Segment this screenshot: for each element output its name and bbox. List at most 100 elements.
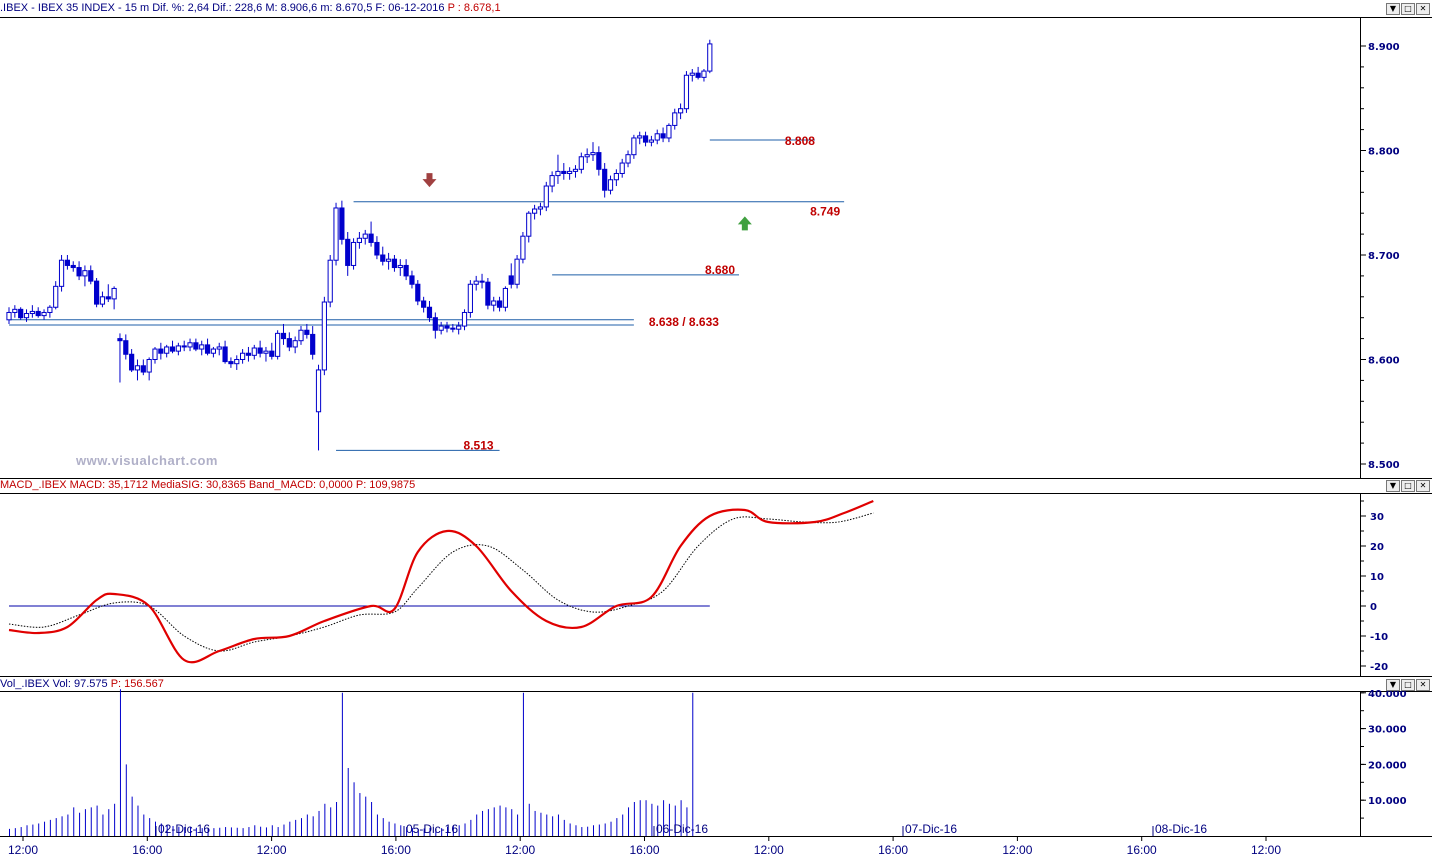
candle-body-down [222, 346, 228, 363]
price-panel: 8.500 8.600 8.700 8.800 8.900 8.749 8.808 8.680… [6, 39, 1400, 471]
candle [76, 261, 82, 281]
candle [672, 108, 678, 130]
candle [222, 340, 228, 364]
minimize-icon[interactable]: ▼ [1386, 3, 1400, 15]
price-axis-tick-label: 8.600 [1368, 356, 1400, 367]
candle [88, 265, 94, 285]
candle [181, 340, 187, 352]
candle-body-up [514, 258, 520, 285]
candle [280, 323, 287, 345]
candle [625, 150, 631, 168]
candle [41, 309, 47, 320]
candle-body-up [678, 108, 684, 114]
candle [637, 131, 643, 145]
watermark: www.visualchart.com [76, 453, 218, 468]
candle [660, 127, 666, 143]
candle-body-down [485, 281, 491, 306]
candle [701, 68, 707, 82]
candle-body-up [350, 241, 357, 266]
candle [666, 123, 672, 143]
candle-body-down [391, 258, 398, 269]
candle [228, 357, 234, 368]
candle-body-down [140, 365, 146, 373]
candle [479, 273, 485, 289]
minimize-icon[interactable]: ▼ [1386, 480, 1400, 492]
volume-axis-tick-label: 40.000 [1368, 689, 1407, 700]
candle [654, 129, 660, 145]
candle [485, 277, 491, 310]
candle-body-down [204, 344, 211, 354]
candle [415, 280, 421, 306]
date-label: 06-Dic-16 [656, 822, 708, 836]
candle [99, 291, 106, 308]
candle [567, 167, 573, 180]
candle [286, 332, 292, 352]
candle-body-down [269, 350, 275, 357]
candle [678, 103, 684, 120]
candle-body-up [637, 135, 643, 139]
candle-body-up [251, 347, 257, 356]
maximize-icon[interactable]: □ [1401, 480, 1415, 492]
close-icon[interactable]: ✕ [1416, 679, 1430, 691]
candle-body-up [152, 348, 158, 360]
candle-body-up [707, 43, 713, 72]
candle [613, 169, 619, 187]
volume-window-controls: ▼ □ ✕ [1386, 679, 1430, 691]
candle-body-up [23, 313, 30, 319]
candle [117, 333, 123, 383]
maximize-icon[interactable]: □ [1401, 3, 1415, 15]
level-label: 8.749 [810, 205, 840, 219]
candle-body-up [672, 112, 678, 126]
panel-frames [0, 17, 1432, 837]
candle-body-up [187, 342, 193, 348]
candle [607, 175, 614, 195]
macd-axis-tick-label: 20 [1370, 542, 1384, 553]
candle-body-down [508, 275, 514, 285]
candle-body-down [158, 348, 164, 354]
maximize-icon[interactable]: □ [1401, 679, 1415, 691]
close-icon[interactable]: ✕ [1416, 480, 1430, 492]
macd-header-close: P: 109,9875 [355, 479, 416, 491]
candle-body-down [345, 238, 351, 266]
candle [502, 286, 508, 312]
macd-line [8, 499, 874, 664]
macd-window-controls: ▼ □ ✕ [1386, 480, 1430, 492]
candle-body-down [432, 317, 438, 331]
candle [275, 330, 281, 360]
candle-body-up [532, 208, 538, 214]
candle [572, 165, 579, 178]
candle [123, 334, 129, 360]
candle-body-down [64, 259, 71, 266]
candle-body-up [210, 348, 217, 354]
candle-body-up [175, 345, 181, 352]
candle-body-up [567, 170, 573, 174]
candle-body-up [584, 154, 590, 158]
candle-body-down [117, 338, 123, 342]
candle-body-down [280, 332, 287, 340]
candle-body-up [47, 306, 53, 313]
candle-body-down [129, 353, 135, 371]
candle-body-down [596, 152, 602, 170]
candle [175, 342, 181, 356]
candle-body-down [695, 72, 701, 78]
arrow-up-icon [737, 216, 752, 231]
close-icon[interactable]: ✕ [1416, 3, 1430, 15]
time-axis-tick-label: 12:00 [1002, 843, 1032, 857]
candle [473, 275, 479, 291]
candle-body-up [58, 259, 65, 287]
time-axis-tick-label: 16:00 [629, 843, 659, 857]
candle-body-down [304, 329, 310, 335]
volume-axis-tick-label: 30.000 [1368, 725, 1407, 736]
candle-body-down [496, 300, 503, 308]
candle [304, 323, 310, 339]
candle [514, 255, 520, 289]
price-header-close: P : 8.678,1 [447, 2, 501, 14]
price-axis-tick-label: 8.900 [1368, 42, 1400, 53]
candle-body-down [18, 308, 24, 319]
candle [82, 265, 88, 287]
candle [619, 158, 625, 178]
minimize-icon[interactable]: ▼ [1386, 679, 1400, 691]
candle [240, 349, 246, 364]
candle-body-down [444, 325, 450, 329]
candle-body-up [520, 235, 526, 260]
